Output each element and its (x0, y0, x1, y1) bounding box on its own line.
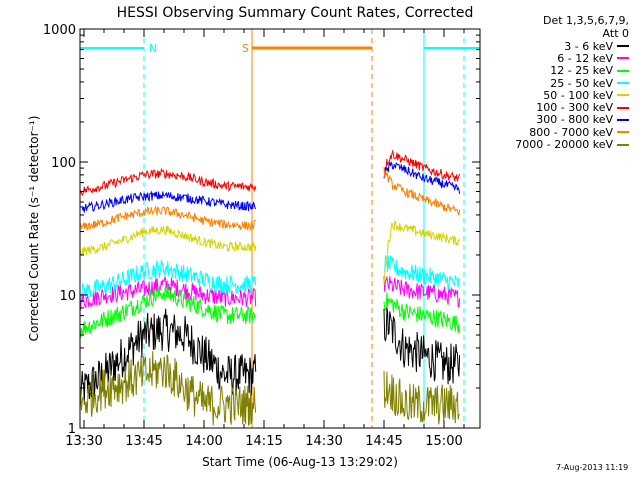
x-tick-label: 14:00 (185, 434, 222, 449)
y-tick-label: 1000 (43, 23, 76, 38)
series-line-7-seg-1 (383, 166, 461, 217)
footer-timestamp: 7-Aug-2013 11:19 (556, 463, 629, 472)
legend-swatch (617, 82, 629, 85)
chart-title: HESSI Observing Summary Count Rates, Cor… (117, 5, 474, 21)
series-line-7-seg-0 (80, 205, 257, 231)
legend-entry-label: 800 - 7000 keV (529, 125, 613, 139)
legend-swatch (617, 131, 629, 134)
legend-swatch (617, 143, 629, 146)
legend-entry: 800 - 7000 keV (485, 125, 635, 139)
legend-entry: 50 - 100 keV (485, 88, 635, 102)
series-line-4-seg-1 (383, 219, 461, 285)
legend-entry: 12 - 25 keV (485, 64, 635, 78)
x-tick-label: 14:15 (245, 434, 282, 449)
legend: Det 1,3,5,6,7,9, Att 0 3 - 6 keV 6 - 12 k… (485, 14, 635, 151)
legend-entry-label: 7000 - 20000 keV (515, 138, 613, 152)
legend-rows: 3 - 6 keV 6 - 12 keV 12 - 25 keV 25 - 50 ke… (485, 40, 635, 151)
x-tick-label: 14:30 (305, 434, 342, 449)
series-line-0-seg-1 (383, 307, 461, 385)
y-axis-label: Corrected Count Rate (s⁻¹ detector⁻¹) (27, 116, 41, 342)
legend-swatch (617, 106, 629, 109)
x-tick-label: 14:45 (365, 434, 402, 449)
y-tick-label: 1 (68, 422, 76, 437)
x-axis-label: Start Time (06-Aug-13 13:29:02) (202, 455, 398, 469)
x-tick-label: 15:00 (425, 434, 462, 449)
legend-swatch (617, 57, 629, 60)
night-marker-label: N (149, 42, 157, 55)
series-line-6-seg-0 (80, 190, 257, 213)
legend-entry-label: 12 - 25 keV (550, 64, 613, 78)
y-tick-label: 100 (51, 156, 76, 171)
legend-swatch (617, 118, 629, 121)
legend-entry-label: 100 - 300 keV (536, 101, 613, 115)
legend-swatch (617, 94, 629, 97)
legend-entry: 6 - 12 keV (485, 51, 635, 65)
legend-swatch (617, 69, 629, 72)
saa-marker-label: S (242, 42, 249, 55)
series-line-3-seg-0 (80, 259, 257, 302)
series-line-2-seg-1 (383, 292, 461, 334)
legend-entry-label: 25 - 50 keV (550, 76, 613, 90)
legend-title-line-2: Att 0 (602, 27, 629, 40)
series-group (80, 149, 461, 426)
legend-entry: 3 - 6 keV (485, 39, 635, 53)
series-line-4-seg-0 (80, 224, 257, 256)
series-line-8-seg-1 (383, 370, 460, 425)
series-line-8-seg-0 (80, 351, 257, 426)
plot-frame (79, 28, 481, 429)
series-line-2-seg-0 (80, 284, 257, 338)
legend-entry: 7000 - 20000 keV (485, 138, 635, 152)
series-line-1-seg-1 (383, 275, 461, 308)
legend-entry: 100 - 300 keV (485, 101, 635, 115)
legend-swatch (617, 45, 629, 48)
series-line-5-seg-1 (383, 149, 461, 182)
legend-entry-label: 3 - 6 keV (564, 39, 613, 53)
legend-entry-label: 6 - 12 keV (557, 51, 613, 65)
legend-entry-label: 50 - 100 keV (543, 88, 613, 102)
legend-entry-label: 300 - 800 keV (536, 113, 613, 127)
legend-title-line-1: Det 1,3,5,6,7,9, (542, 14, 629, 27)
series-line-6-seg-1 (383, 161, 461, 194)
series-line-0-seg-0 (80, 308, 257, 405)
series-line-3-seg-1 (383, 254, 461, 291)
x-tick-label: 13:45 (125, 434, 162, 449)
series-line-5-seg-0 (80, 167, 257, 197)
x-tick-label: 13:30 (65, 434, 102, 449)
legend-entry: 300 - 800 keV (485, 113, 635, 127)
y-tick-label: 10 (59, 289, 76, 304)
legend-entry: 25 - 50 keV (485, 76, 635, 90)
